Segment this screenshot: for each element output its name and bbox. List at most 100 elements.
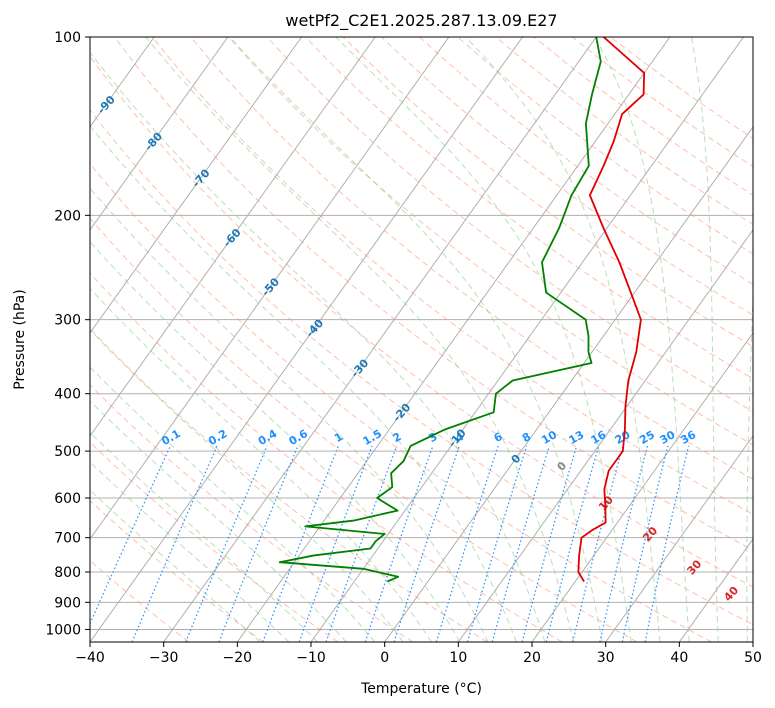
isotherm-gridline <box>531 332 753 642</box>
dry-adiabat <box>190 37 753 480</box>
moist-adiabat <box>90 461 290 642</box>
y-tick-label: 200 <box>54 208 81 224</box>
mixing-ratio-line <box>298 445 373 642</box>
moist-adiabat <box>90 400 347 642</box>
x-tick-label: 0 <box>380 650 389 666</box>
mixing-ratio-label: 1.5 <box>361 427 384 448</box>
isotherm-label: -10 <box>446 426 469 450</box>
dry-adiabat <box>533 37 753 196</box>
y-tick-label: 1000 <box>45 622 81 638</box>
mixing-ratio-label: 0.2 <box>206 427 229 448</box>
mixing-ratio-line <box>644 445 690 642</box>
isotherm-gridline <box>457 229 753 642</box>
moist-adiabat <box>90 431 319 642</box>
mixing-ratio-line <box>90 445 171 626</box>
dry-adiabat <box>90 384 414 642</box>
isotherm-label: -50 <box>259 275 282 299</box>
moist-adiabat <box>90 51 546 642</box>
x-tick-label: 30 <box>597 650 615 666</box>
mixing-ratio-label: 36 <box>678 428 698 447</box>
y-tick-label: 300 <box>54 313 81 329</box>
mixing-ratio-line <box>521 445 578 642</box>
moist-adiabat <box>746 284 753 642</box>
moist-adiabat <box>90 287 432 642</box>
moist-adiabat-label: 0 <box>554 459 569 474</box>
moist-adiabat-label: 20 <box>640 524 660 544</box>
isotherm-label: -100 <box>44 54 72 83</box>
isotherm-gridline <box>236 37 671 642</box>
dry-adiabat <box>113 37 753 551</box>
mixing-ratio-label: 0.4 <box>256 427 280 448</box>
moist-adiabat <box>335 37 632 642</box>
isotherm-label: -60 <box>221 226 244 250</box>
mixing-ratio-line <box>435 445 499 642</box>
dry-adiabat <box>90 217 638 642</box>
isotherm-gridline <box>605 435 753 642</box>
mixing-ratio-line <box>131 445 218 642</box>
mixing-ratio-label: 13 <box>567 428 587 447</box>
x-tick-label: 20 <box>523 650 541 666</box>
isotherm-gridline <box>90 37 376 437</box>
moist-adiabat <box>90 329 404 642</box>
x-tick-label: 10 <box>449 650 467 666</box>
mixing-ratio-label: 2 <box>390 430 403 445</box>
mixing-ratio-label: 1 <box>332 430 345 445</box>
y-axis-label: Pressure (hPa) <box>12 289 28 389</box>
isotherm-label: -80 <box>142 130 165 154</box>
dry-adiabat <box>90 500 264 642</box>
dry-adiabat <box>495 37 753 225</box>
mixing-ratio-label: 16 <box>589 428 609 447</box>
isotherm-gridline <box>90 37 302 334</box>
moist-adiabat <box>594 37 690 642</box>
mixing-ratio-line <box>262 445 339 642</box>
dry-adiabat <box>381 37 753 316</box>
x-tick-label: −10 <box>296 650 326 666</box>
mixing-ratio-label: 0.6 <box>287 427 311 448</box>
mixing-ratio-line <box>185 445 268 642</box>
mixing-ratio-line <box>545 445 600 642</box>
moist-adiabat <box>90 187 489 642</box>
moist-adiabat <box>690 37 719 642</box>
x-tick-label: −30 <box>149 650 179 666</box>
dry-adiabat <box>342 37 753 348</box>
isotherm-label: 0 <box>509 452 524 467</box>
y-tick-label: 400 <box>54 387 81 403</box>
dry-adiabat <box>152 37 753 515</box>
mixing-ratio-line <box>572 445 624 642</box>
moist-adiabat <box>465 37 661 642</box>
dry-adiabat <box>90 559 190 642</box>
plot-frame <box>89 36 754 643</box>
mixing-ratio-line <box>599 445 649 642</box>
isotherm-label: -30 <box>348 356 371 380</box>
moist-adiabat <box>90 241 461 642</box>
dry-adiabat <box>90 109 753 626</box>
moist-adiabat <box>90 489 261 642</box>
mixing-ratio-line <box>325 445 398 642</box>
dry-adiabat <box>90 272 563 642</box>
dry-adiabat <box>90 441 339 642</box>
isotherm-gridline <box>163 37 597 642</box>
mixing-ratio-label: 25 <box>637 428 657 447</box>
isotherm-label: -70 <box>190 166 213 190</box>
x-axis-label: Temperature (°C) <box>360 681 482 697</box>
isotherm-gridline <box>90 37 450 540</box>
mixing-ratio-line <box>466 445 528 642</box>
isotherm-gridline <box>752 641 753 642</box>
dry-adiabat <box>419 37 753 285</box>
y-tick-label: 800 <box>54 565 81 581</box>
dry-adiabat <box>90 327 488 642</box>
mixing-ratio-line <box>393 445 461 642</box>
isotherm-gridline <box>90 37 229 231</box>
isotherm-gridline <box>90 37 523 642</box>
isotherm-gridline <box>384 125 753 642</box>
moist-adiabat <box>229 37 603 642</box>
mixing-ratio-label: 6 <box>492 430 505 445</box>
mixing-ratio-line <box>621 445 669 642</box>
y-tick-label: 900 <box>54 595 81 611</box>
dry-adiabat <box>90 55 753 588</box>
x-tick-label: −20 <box>223 650 253 666</box>
dry-adiabat <box>228 37 753 446</box>
dewpoint-profile-line <box>278 37 602 583</box>
mixing-ratio-line <box>364 445 434 642</box>
